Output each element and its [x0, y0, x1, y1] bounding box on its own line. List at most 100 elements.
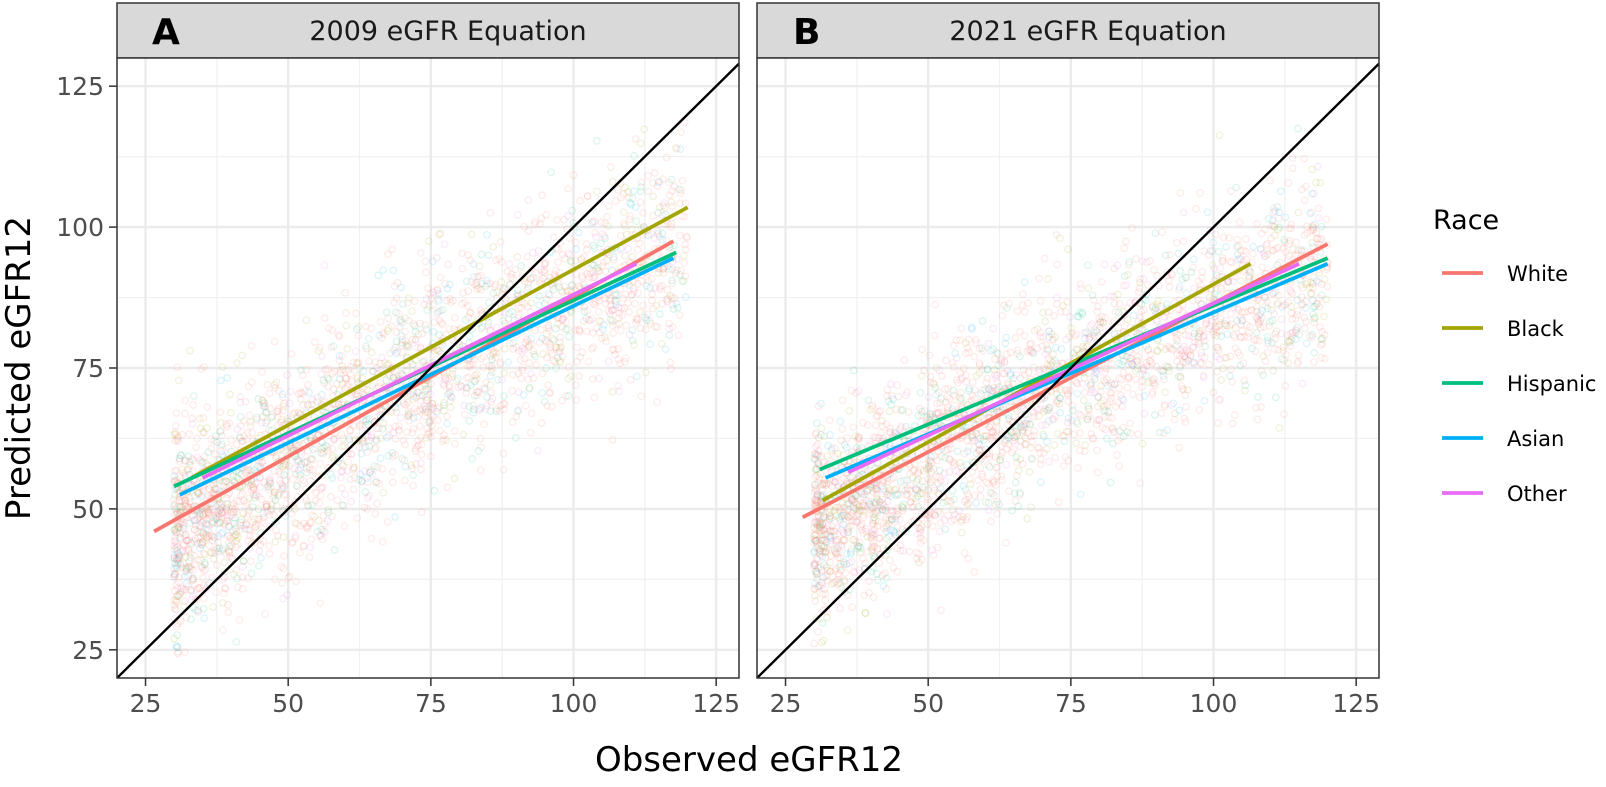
y-tick-label: 50	[72, 495, 104, 524]
data-point	[244, 574, 252, 583]
data-point	[518, 363, 527, 372]
data-point	[230, 519, 238, 528]
data-point	[842, 549, 851, 558]
data-point	[416, 319, 424, 328]
data-point	[958, 516, 966, 524]
data-point	[201, 558, 209, 567]
data-point	[970, 394, 979, 403]
data-point	[518, 347, 526, 356]
data-point	[290, 408, 299, 417]
data-point	[201, 560, 209, 569]
data-point	[408, 307, 416, 316]
data-point	[520, 222, 529, 231]
data-point	[902, 422, 910, 431]
data-point	[1164, 342, 1173, 351]
data-point	[367, 466, 375, 475]
data-point	[1013, 407, 1021, 416]
data-point	[630, 341, 638, 349]
data-point	[1259, 323, 1268, 331]
data-point	[821, 589, 830, 598]
data-point	[319, 376, 328, 385]
data-point	[497, 258, 506, 266]
data-point	[409, 414, 418, 422]
data-point	[1317, 353, 1326, 362]
data-point	[1019, 421, 1028, 429]
data-point	[601, 234, 609, 243]
data-point	[812, 498, 821, 507]
data-point	[840, 587, 849, 596]
data-point	[1245, 329, 1253, 337]
data-point	[363, 385, 371, 394]
data-point	[1268, 216, 1277, 225]
data-point	[978, 473, 987, 481]
data-point	[1098, 318, 1107, 326]
data-point	[508, 307, 516, 316]
data-point	[1123, 271, 1132, 279]
data-point	[567, 281, 576, 290]
data-point	[214, 509, 223, 517]
data-point	[969, 459, 978, 467]
data-point	[812, 615, 821, 623]
data-point	[823, 613, 831, 622]
data-point	[347, 497, 355, 506]
data-point	[893, 523, 902, 531]
data-point	[1114, 308, 1123, 317]
data-point	[1079, 396, 1088, 405]
data-point	[440, 240, 449, 249]
data-point	[658, 229, 667, 238]
data-point	[654, 269, 663, 277]
data-point	[558, 316, 567, 325]
data-point	[269, 510, 278, 519]
data-point	[1084, 261, 1092, 270]
data-point	[992, 386, 1000, 395]
data-point	[555, 346, 564, 355]
data-point	[263, 380, 272, 389]
data-point	[199, 581, 208, 590]
data-point	[351, 347, 360, 356]
data-point	[359, 367, 368, 375]
data-point	[1087, 430, 1096, 438]
data-point	[349, 464, 358, 472]
data-point	[531, 218, 540, 226]
data-point	[608, 178, 617, 186]
data-point	[501, 295, 510, 304]
data-point	[170, 573, 179, 581]
data-point	[859, 554, 867, 563]
data-point	[832, 524, 841, 533]
data-point	[902, 391, 910, 400]
data-point	[483, 230, 491, 239]
data-point	[883, 546, 891, 554]
data-point	[914, 475, 923, 484]
data-point	[452, 377, 461, 385]
data-point	[1261, 357, 1270, 365]
data-point	[250, 523, 259, 532]
data-point	[970, 568, 979, 576]
data-point	[172, 606, 180, 614]
data-point	[239, 497, 248, 505]
data-point	[1214, 396, 1223, 405]
data-point	[389, 373, 398, 381]
data-point	[477, 271, 486, 280]
data-point	[1018, 426, 1027, 435]
data-point	[307, 433, 316, 442]
data-point	[661, 345, 670, 354]
data-point	[1184, 356, 1192, 365]
data-point	[641, 313, 650, 322]
data-point	[608, 345, 617, 354]
data-point	[1145, 357, 1154, 365]
data-point	[681, 293, 690, 301]
data-point	[1238, 316, 1247, 325]
data-point	[568, 280, 577, 289]
data-point	[1235, 351, 1244, 360]
data-point	[848, 536, 857, 544]
data-point	[993, 497, 1002, 506]
data-point	[435, 316, 444, 325]
data-point	[564, 184, 572, 193]
data-point	[963, 343, 972, 352]
data-point	[444, 260, 453, 269]
data-point	[850, 568, 859, 577]
data-point	[212, 588, 220, 597]
data-point	[1263, 250, 1272, 259]
data-point	[308, 511, 316, 520]
data-point	[1165, 283, 1174, 291]
